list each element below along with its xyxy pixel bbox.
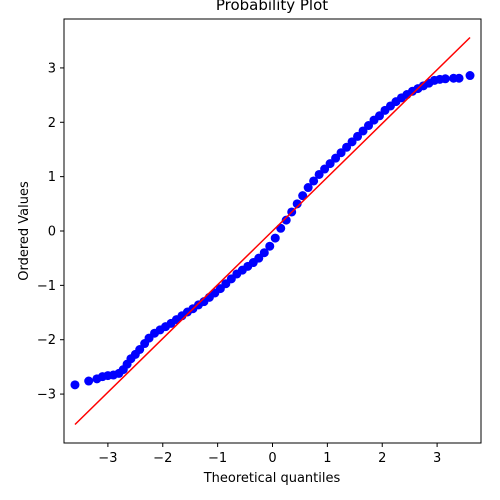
data-point bbox=[440, 74, 450, 84]
y-tick-label: 1 bbox=[48, 170, 56, 185]
x-axis-label: Theoretical quantiles bbox=[203, 471, 341, 486]
data-point bbox=[84, 376, 94, 386]
x-tick-label: −2 bbox=[153, 451, 172, 466]
y-tick-label: −2 bbox=[37, 333, 56, 348]
data-point bbox=[303, 183, 313, 193]
data-point bbox=[292, 199, 302, 209]
y-tick-label: 2 bbox=[48, 116, 56, 131]
x-tick-label: 3 bbox=[433, 451, 441, 466]
data-point bbox=[281, 215, 291, 225]
data-point bbox=[325, 159, 335, 169]
data-point bbox=[320, 164, 330, 174]
data-point bbox=[298, 191, 308, 201]
chart-title: Probability Plot bbox=[216, 0, 328, 14]
y-tick-label: −1 bbox=[37, 279, 56, 294]
data-point bbox=[342, 142, 352, 152]
y-axis-label: Ordered Values bbox=[17, 181, 32, 281]
data-point bbox=[353, 131, 363, 141]
data-point bbox=[347, 137, 357, 147]
data-marks-group bbox=[70, 36, 475, 426]
ticks-group: −3 −2 −1 0 1 2 3 −3 −2 −1 0 1 2 3 bbox=[37, 61, 441, 466]
y-tick-label: 0 bbox=[48, 225, 56, 240]
data-point bbox=[331, 153, 341, 163]
data-point bbox=[336, 148, 346, 158]
data-point bbox=[374, 111, 384, 121]
x-tick-label: 0 bbox=[268, 451, 276, 466]
x-tick-label: 2 bbox=[378, 451, 386, 466]
data-point bbox=[454, 73, 464, 83]
data-point bbox=[70, 380, 80, 390]
fit-line bbox=[74, 36, 471, 426]
x-tick-label: −3 bbox=[98, 451, 117, 466]
data-point bbox=[259, 248, 269, 258]
data-point bbox=[265, 241, 275, 251]
data-point bbox=[270, 233, 280, 243]
data-point bbox=[358, 126, 368, 136]
data-point bbox=[135, 345, 145, 355]
data-point bbox=[309, 176, 319, 186]
y-tick-label: −3 bbox=[37, 388, 56, 403]
data-point bbox=[465, 71, 475, 81]
y-tick-label: 3 bbox=[48, 61, 56, 76]
data-point bbox=[364, 121, 374, 131]
x-tick-label: 1 bbox=[323, 451, 331, 466]
x-tick-label: −1 bbox=[208, 451, 227, 466]
data-point bbox=[314, 169, 324, 179]
data-point bbox=[254, 253, 264, 263]
